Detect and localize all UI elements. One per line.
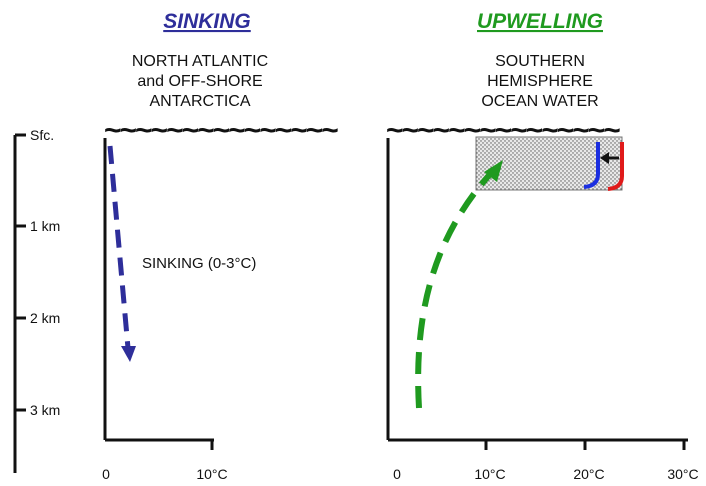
right-xtick-20: 20°C (573, 466, 604, 482)
depth-tick-surface: Sfc. (30, 127, 54, 143)
sinking-arrow (107, 145, 136, 362)
left-surface-waves: ~~~~~~~~~~~~~~~ (104, 114, 338, 147)
sinking-annotation: SINKING (0-3°C) (142, 255, 256, 272)
depth-tick-1km: 1 km (30, 218, 60, 234)
left-subtitle-line-3: ANTARCTICA (149, 93, 250, 110)
right-subtitle-line-1: SOUTHERN (495, 53, 585, 70)
right-panel-axes (386, 138, 688, 450)
right-title: UPWELLING (477, 10, 603, 33)
left-title: SINKING (163, 10, 251, 33)
depth-tick-2km: 2 km (30, 310, 60, 326)
upwelling-arrow (415, 160, 503, 409)
right-xtick-0: 0 (393, 466, 401, 482)
warm-profile-line (607, 142, 624, 191)
right-xtick-30: 30°C (667, 466, 698, 482)
right-xtick-10: 10°C (474, 466, 505, 482)
right-subtitle-line-3: OCEAN WATER (481, 93, 598, 110)
left-subtitle-line-2: and OFF-SHORE (137, 73, 262, 90)
cold-profile-line (583, 142, 600, 189)
left-xtick-0: 0 (102, 466, 110, 482)
left-subtitle-line-1: NORTH ATLANTIC (132, 53, 268, 70)
left-panel-axes (103, 138, 214, 450)
right-subtitle-line-2: HEMISPHERE (487, 73, 593, 90)
depth-axis (13, 133, 26, 473)
left-xtick-10: 10°C (196, 466, 227, 482)
depth-tick-3km: 3 km (30, 402, 60, 418)
shift-arrow (600, 152, 619, 164)
